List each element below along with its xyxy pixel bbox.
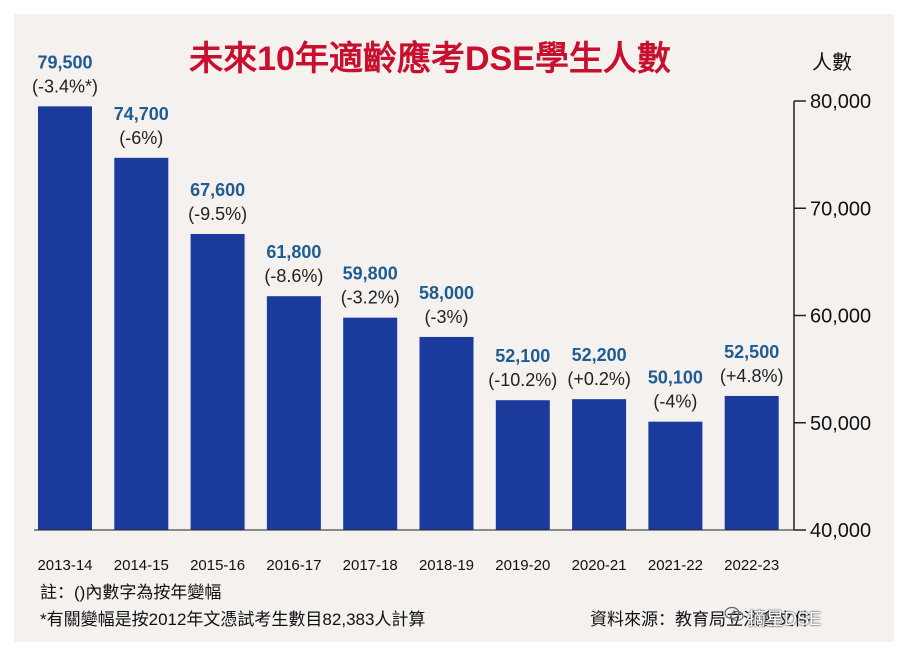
value-label: 59,800 [343, 264, 398, 284]
change-label: (-3%) [425, 307, 469, 327]
bar [266, 296, 321, 530]
y-tick-label: 40,000 [810, 520, 871, 542]
source-note: 資料來源：教育局立法會文件 [590, 610, 811, 629]
y-tick-label: 70,000 [810, 198, 871, 220]
x-tick-label: 2020-21 [572, 557, 627, 574]
change-label: (-4%) [653, 392, 697, 412]
watermark: 摘星DSE [748, 609, 822, 629]
bar [495, 400, 550, 530]
change-label: (-3.4%*) [32, 76, 98, 96]
value-label: 67,600 [190, 180, 245, 200]
y-tick-label: 60,000 [810, 306, 871, 328]
bar [572, 399, 627, 530]
bar [114, 157, 169, 530]
value-label: 79,500 [37, 52, 92, 72]
chart-title: 未來10年適齡應考DSE學生人數 [189, 39, 671, 78]
value-label: 52,100 [495, 346, 550, 366]
x-tick-label: 2014-15 [114, 557, 169, 574]
y-axis-label: 人數 [812, 51, 852, 74]
note-change-explanation: 註：()內數字為按年變幅 [40, 583, 222, 602]
value-label: 50,100 [648, 368, 703, 388]
x-tick-label: 2015-16 [190, 557, 245, 574]
change-label: (-6%) [119, 128, 163, 148]
x-tick-label: 2016-17 [266, 557, 321, 574]
bar [343, 317, 398, 530]
change-label: (-9.5%) [188, 204, 247, 224]
y-tick-label: 80,000 [810, 91, 871, 113]
change-label: (-10.2%) [488, 370, 557, 390]
value-label: 52,500 [724, 342, 779, 362]
x-tick-label: 2019-20 [495, 557, 550, 574]
bar [38, 106, 92, 531]
x-tick-label: 2018-19 [419, 557, 474, 574]
change-label: (+4.8%) [720, 366, 784, 386]
change-label: (-8.6%) [264, 266, 323, 286]
bar [724, 395, 779, 530]
bar [419, 336, 474, 530]
x-tick-label: 2022-23 [724, 557, 779, 574]
bar [648, 421, 703, 530]
change-label: (+0.2%) [567, 369, 631, 389]
bar [190, 233, 245, 531]
x-tick-label: 2013-14 [37, 557, 92, 574]
value-label: 52,200 [572, 345, 627, 365]
note-baseline: *有關變幅是按2012年文憑試考生數目82,383人計算 [40, 610, 426, 629]
change-label: (-3.2%) [341, 288, 400, 308]
x-tick-label: 2021-22 [648, 557, 703, 574]
value-label: 61,800 [266, 242, 321, 262]
chat-bubble-icon [724, 606, 744, 622]
y-tick-label: 50,000 [810, 413, 871, 435]
x-tick-label: 2017-18 [343, 557, 398, 574]
value-label: 58,000 [419, 283, 474, 303]
value-label: 74,700 [114, 104, 169, 124]
